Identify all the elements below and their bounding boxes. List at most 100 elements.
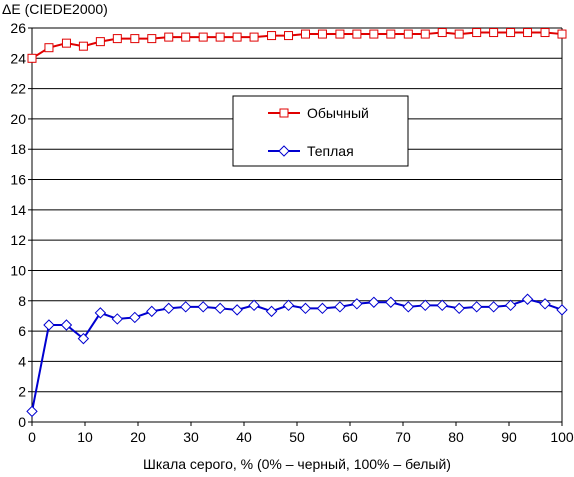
series-1-point [267, 31, 277, 41]
series-2-point [316, 302, 329, 315]
series-2-point [539, 298, 551, 310]
axes [28, 27, 563, 426]
series-2-point [146, 305, 158, 318]
series-2-point [419, 299, 431, 312]
series-2-point [43, 319, 55, 331]
x-tick-label: 20 [130, 429, 146, 445]
series-1-point [454, 29, 464, 39]
series-2-point [214, 302, 226, 315]
series-2-point [111, 313, 124, 325]
series-2-point [385, 296, 397, 308]
legend-marker-1 [279, 108, 289, 118]
series-1-point [489, 28, 499, 38]
series-2-point [351, 298, 363, 310]
series-1-point [198, 32, 208, 42]
series-1-point [300, 29, 310, 39]
series-1-point [506, 28, 516, 38]
y-tick-label: 10 [10, 262, 26, 278]
series-1-point [403, 29, 413, 39]
x-tick-label: 80 [448, 429, 464, 445]
series-2-point [265, 305, 278, 318]
series-2-point [163, 302, 175, 315]
legend-marker-2 [278, 145, 290, 157]
series-2-point [521, 293, 534, 305]
series-1-point [437, 28, 447, 38]
legend-box [232, 95, 409, 167]
x-tick-label: 60 [342, 429, 358, 445]
series-1-point [112, 34, 122, 44]
series-1-point [181, 32, 191, 42]
series-2-point [487, 301, 500, 313]
legend-label-2: Теплая [307, 143, 354, 159]
series-2-point [231, 304, 243, 316]
y-tick-label: 4 [18, 353, 26, 369]
y-tick-label: 18 [10, 141, 26, 157]
series-2-point [504, 299, 517, 312]
y-tick-label: 2 [18, 384, 26, 400]
series-2-point [60, 319, 73, 331]
series-1-point [317, 29, 327, 39]
x-axis-title: Шкала серого, % (0% – черный, 100% – бел… [143, 456, 451, 472]
series-1-point [540, 28, 550, 38]
y-tick-label: 26 [10, 20, 26, 36]
series-1-point [130, 34, 140, 44]
series-2-point [470, 301, 483, 313]
series-2-point [94, 307, 107, 319]
grid-lines [32, 27, 562, 393]
series-1-point [78, 41, 88, 51]
x-tick-label: 0 [28, 429, 36, 445]
series-1-point [284, 31, 294, 41]
series-2-point [556, 304, 568, 316]
y-tick-label: 16 [10, 172, 26, 188]
series-2-point [402, 301, 415, 313]
series-lines [26, 28, 568, 418]
series-line-1 [31, 31, 563, 60]
legend: Обычный Теплая [232, 95, 409, 167]
x-tick-label: 10 [77, 429, 93, 445]
series-2-point [77, 332, 90, 345]
series-2-point [197, 301, 209, 313]
series-1-point [249, 32, 259, 42]
series-2-point [129, 311, 141, 324]
x-tick-labels: 0 10 20 30 40 50 60 70 80 90 100 [28, 429, 574, 445]
x-tick-label: 50 [289, 429, 305, 445]
y-tick-label: 24 [10, 50, 26, 66]
series-1-point [369, 29, 379, 39]
y-tick-label: 20 [10, 111, 26, 127]
series-1-point [472, 28, 482, 38]
series-2-point [436, 299, 448, 312]
legend-label-1: Обычный [307, 105, 369, 121]
series-1-point [352, 29, 362, 39]
x-tick-label: 40 [236, 429, 252, 445]
series-1-point [95, 37, 105, 47]
series-1-point [61, 38, 71, 48]
y-tick-label: 14 [10, 202, 26, 218]
y-axis-title: ΔE (CIEDE2000) [2, 1, 108, 17]
x-tick-label: 30 [183, 429, 199, 445]
y-tick-label: 6 [18, 323, 26, 339]
series-1-point [523, 28, 533, 38]
series-1-point [164, 32, 174, 42]
series-1-point [335, 29, 345, 39]
series-1-point [44, 43, 54, 53]
series-2-point [282, 299, 295, 312]
y-tick-label: 0 [18, 414, 26, 430]
x-tick-label: 70 [395, 429, 411, 445]
series-2-point [453, 302, 465, 315]
series-2-point [179, 301, 192, 313]
series-2-point [248, 299, 260, 312]
series-2-point [334, 301, 346, 313]
series-1-point [147, 34, 157, 44]
series-2-point [368, 296, 380, 308]
series-1-point [27, 53, 37, 63]
x-tick-label: 100 [550, 429, 574, 445]
series-1-point [215, 32, 225, 42]
series-line-2 [31, 298, 563, 412]
y-tick-label: 22 [10, 81, 26, 97]
series-1-point [386, 29, 396, 39]
series-1-point [232, 32, 242, 42]
x-tick-label: 90 [501, 429, 517, 445]
